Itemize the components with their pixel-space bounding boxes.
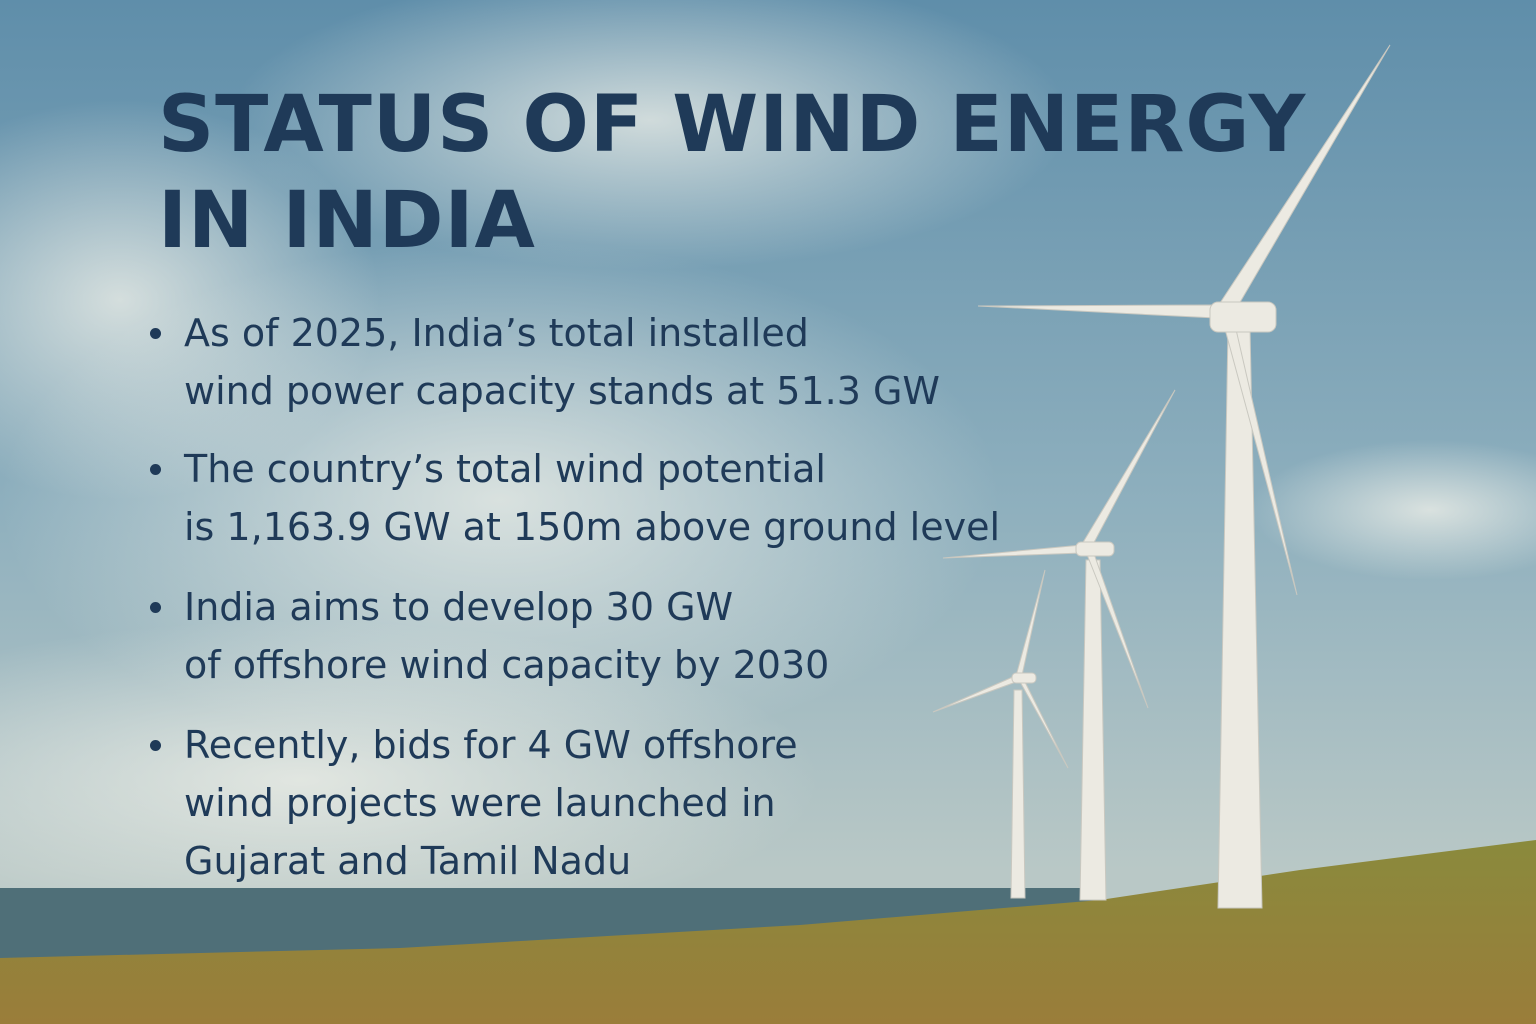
bullet-line: wind power capacity stands at 51.3 GW xyxy=(184,369,940,413)
bullet-dot xyxy=(150,328,161,339)
turbine-nacelle xyxy=(1075,541,1115,557)
title-line: IN INDIA xyxy=(158,176,536,266)
bullet-item: India aims to develop 30 GW of offshore … xyxy=(150,578,829,694)
cloud xyxy=(230,0,1070,270)
grassland xyxy=(0,840,1536,1024)
bullet-dot xyxy=(150,464,161,475)
cloud xyxy=(0,620,820,940)
wind-turbines xyxy=(932,44,1391,909)
title-line: STATUS OF WIND ENERGY xyxy=(158,80,1307,170)
turbine-nacelle xyxy=(1209,301,1277,333)
bullet-item: The country’s total wind potential is 1,… xyxy=(150,440,1000,556)
bullet-line: India aims to develop 30 GW xyxy=(184,585,734,629)
bullet-line: The country’s total wind potential xyxy=(184,447,826,491)
bullet-line: wind projects were launched in xyxy=(184,781,776,825)
bullet-line: As of 2025, India’s total installed xyxy=(184,311,809,355)
bullet-dot xyxy=(150,740,161,751)
bullet-dot xyxy=(150,602,161,613)
bullet-item: Recently, bids for 4 GW offshore wind pr… xyxy=(150,716,798,890)
turbine-tower xyxy=(1010,689,1026,899)
bullet-line: Recently, bids for 4 GW offshore xyxy=(184,723,798,767)
bullet-line: is 1,163.9 GW at 150m above ground level xyxy=(184,505,1001,549)
bullet-item: As of 2025, India’s total installed wind… xyxy=(150,304,940,420)
bullet-line: Gujarat and Tamil Nadu xyxy=(184,839,632,883)
cloud xyxy=(1250,440,1536,580)
turbine-nacelle xyxy=(1011,672,1037,684)
bullet-line: of offshore wind capacity by 2030 xyxy=(184,643,830,687)
